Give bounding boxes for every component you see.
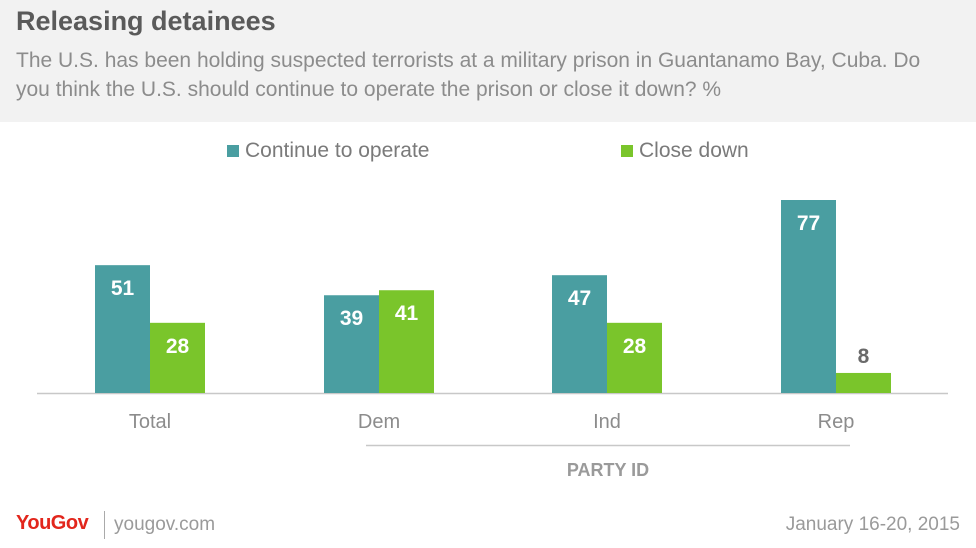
yougov-logo: YouGov bbox=[16, 512, 89, 534]
bar-ind-close bbox=[607, 322, 662, 393]
legend-label-close: Close down bbox=[639, 139, 749, 162]
legend-item-continue: Continue to operate bbox=[227, 139, 429, 163]
data-label-rep-continue: 77 bbox=[797, 212, 820, 235]
bar-total-close bbox=[150, 322, 205, 393]
bar-dem-continue bbox=[324, 295, 379, 393]
category-label-dem: Dem bbox=[358, 411, 400, 433]
legend-label-continue: Continue to operate bbox=[245, 139, 430, 162]
data-label-ind-continue: 47 bbox=[568, 287, 591, 310]
bar-rep-continue bbox=[781, 200, 836, 393]
chart-subtitle: The U.S. has been holding suspected terr… bbox=[16, 49, 921, 101]
bar-dem-close bbox=[379, 290, 434, 393]
data-label-ind-close: 28 bbox=[623, 335, 647, 358]
category-label-rep: Rep bbox=[818, 411, 855, 433]
data-label-total-continue: 51 bbox=[111, 277, 135, 300]
chart-title: Releasing detainees bbox=[16, 6, 276, 36]
category-label-ind: Ind bbox=[593, 411, 621, 433]
legend-swatch-continue bbox=[227, 145, 239, 157]
data-label-total-close: 28 bbox=[166, 335, 190, 358]
legend-swatch-close bbox=[621, 145, 633, 157]
category-label-total: Total bbox=[129, 411, 171, 433]
bar-ind-continue bbox=[552, 275, 607, 393]
data-label-rep-close: 8 bbox=[858, 345, 870, 368]
bar-rep-close bbox=[836, 372, 891, 393]
data-label-dem-continue: 39 bbox=[340, 307, 363, 330]
legend-item-close: Close down bbox=[621, 139, 749, 163]
footer-divider bbox=[104, 511, 105, 539]
header-band: Releasing detainees The U.S. has been ho… bbox=[0, 0, 976, 122]
data-label-dem-close: 41 bbox=[395, 302, 419, 325]
bar-total-continue bbox=[95, 265, 150, 393]
footer-url: yougov.com bbox=[114, 514, 216, 535]
party-id-label: PARTY ID bbox=[567, 460, 649, 480]
survey-date: January 16-20, 2015 bbox=[785, 514, 960, 535]
